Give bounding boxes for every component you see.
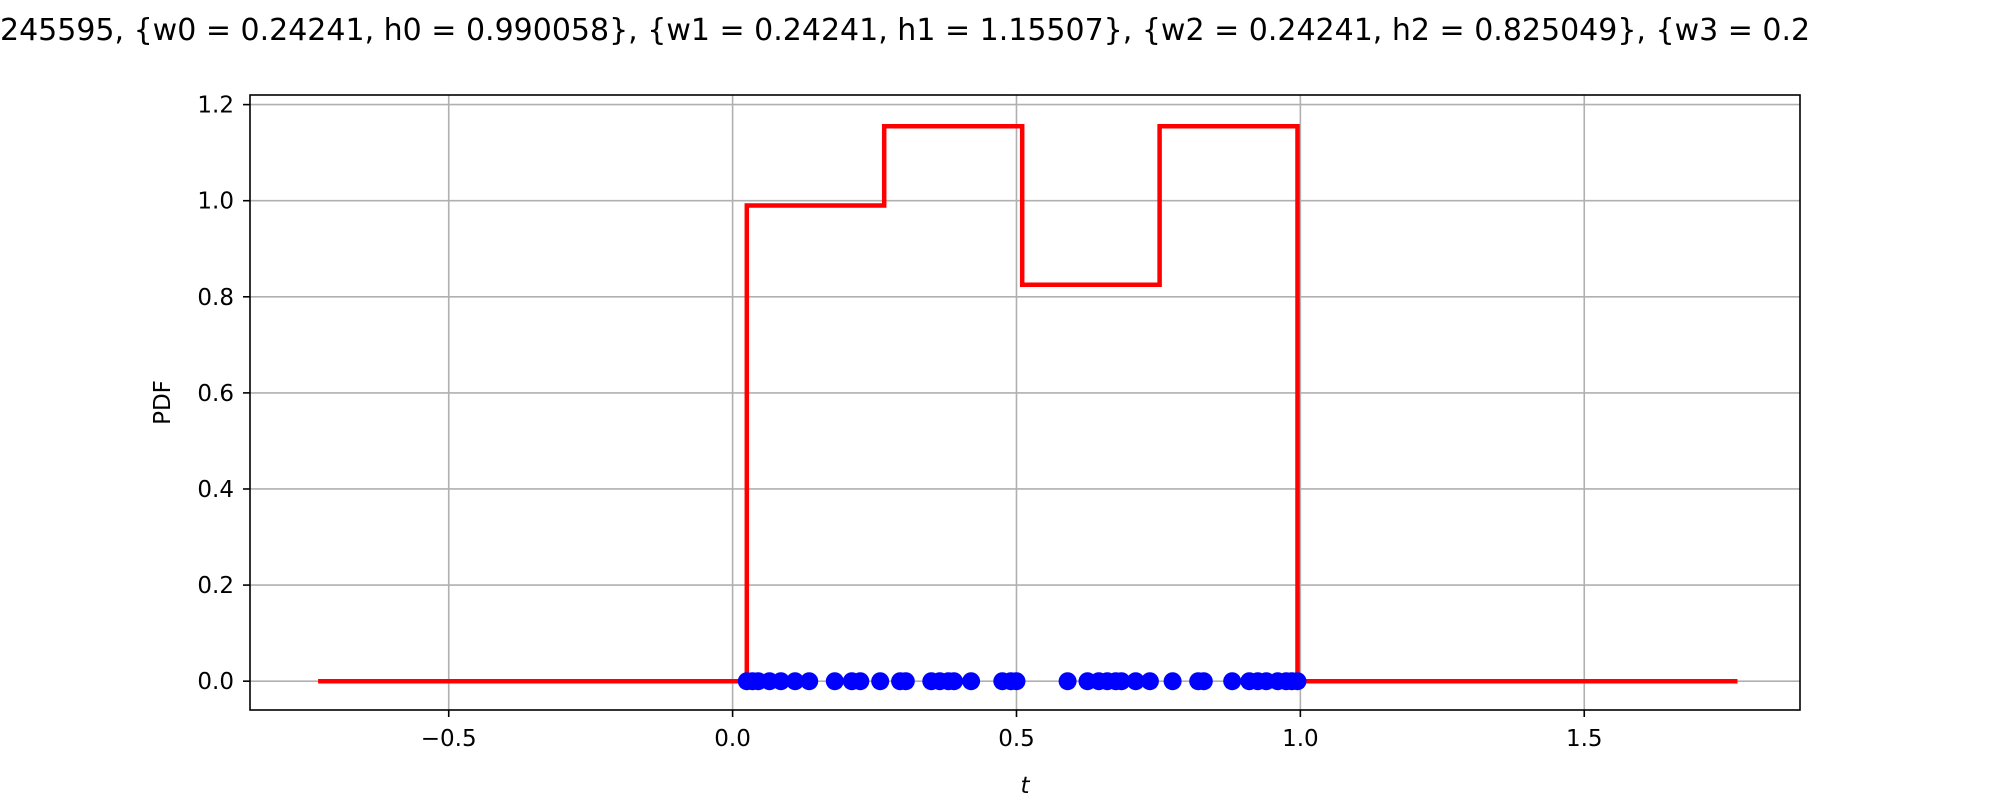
sample-point — [1194, 672, 1213, 691]
sample-point — [1058, 672, 1077, 691]
y-tick-label: 0.4 — [197, 477, 234, 503]
pdf-step-line — [318, 123, 1738, 684]
y-tick-label: 1.0 — [197, 189, 234, 215]
y-tick-label: 0.8 — [197, 285, 234, 311]
x-tick-label: −0.5 — [421, 726, 477, 752]
sample-point — [1126, 672, 1145, 691]
sample-point — [1007, 672, 1026, 691]
x-tick-label: 1.5 — [1566, 726, 1603, 752]
sample-point — [962, 672, 981, 691]
plot-frame — [249, 94, 1801, 711]
sample-point — [800, 672, 819, 691]
sample-point — [945, 672, 963, 691]
y-axis-label: PDF — [150, 380, 176, 425]
sample-point — [851, 672, 870, 691]
y-tick-label: 1.2 — [197, 93, 234, 119]
sample-point — [1112, 672, 1131, 691]
y-tick-label: 0.2 — [197, 573, 234, 599]
x-tick-label: 1.0 — [1282, 726, 1319, 752]
x-tick-label: 0.5 — [998, 726, 1035, 752]
series-layer — [318, 123, 1738, 691]
sample-point — [786, 672, 805, 691]
sample-point — [825, 672, 844, 691]
chart-title: 245595, {w0 = 0.24241, h0 = 0.990058}, {… — [0, 13, 1810, 48]
sample-point — [1163, 672, 1182, 691]
sample-point — [1223, 672, 1242, 691]
x-tick-label: 0.0 — [714, 726, 751, 752]
sample-point — [896, 672, 915, 691]
sample-point — [1140, 672, 1159, 691]
ticks: −0.5 0.0 0.5 1.0 1.5 0.0 0.2 0.4 0.6 0.8 1.0 1.2 — [197, 93, 1602, 752]
sample-point — [771, 672, 790, 691]
y-tick-label: 0.6 — [197, 381, 234, 407]
grid — [250, 95, 1800, 710]
y-tick-label: 0.0 — [197, 669, 234, 695]
sample-point — [1288, 672, 1307, 691]
x-axis-label: t — [1020, 773, 1030, 799]
sample-point — [871, 672, 890, 691]
